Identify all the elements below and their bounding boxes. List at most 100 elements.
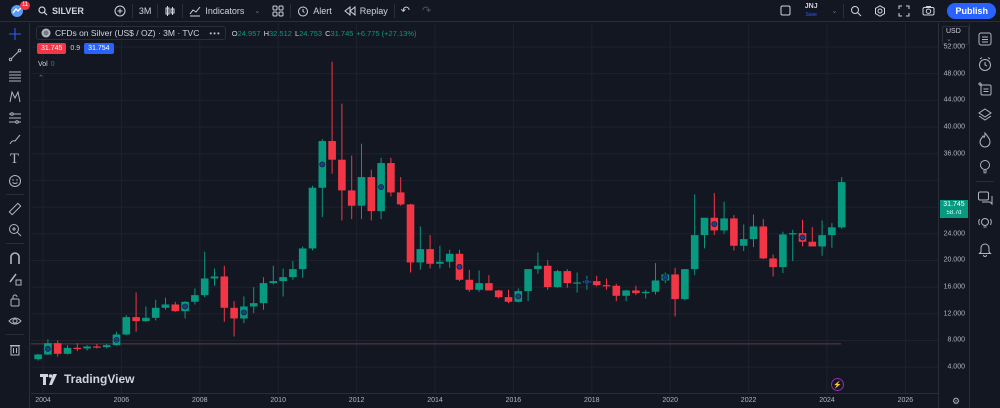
- candle: [534, 252, 542, 274]
- candle: [514, 288, 523, 303]
- symbol-flag-icon: [41, 28, 51, 38]
- object-tree-button[interactable]: [973, 77, 997, 101]
- measure-tool[interactable]: [4, 199, 26, 219]
- candle: [681, 269, 689, 301]
- ohlc-values: O24.957 H32.512 L24.753 C31.745 +6.775 (…: [232, 29, 417, 38]
- publish-button[interactable]: Publish: [947, 2, 996, 19]
- account-menu-button[interactable]: 11: [6, 0, 31, 22]
- trendline-icon: [8, 48, 21, 61]
- remove-drawings-tool[interactable]: [4, 339, 26, 359]
- chart-settings-button[interactable]: ⚙: [952, 396, 960, 407]
- layout-name-button[interactable]: JNJ Save: [797, 3, 826, 19]
- ruler-icon: [8, 202, 21, 215]
- indicators-icon: [189, 6, 201, 16]
- zoom-tool[interactable]: [4, 220, 26, 240]
- change-value: +6.775 (+27.13%): [356, 28, 417, 38]
- price-tick-label: 20.000: [943, 256, 965, 264]
- collapse-legend-button[interactable]: ⌃: [38, 74, 44, 82]
- candle: [44, 339, 52, 356]
- interval-button[interactable]: 3M: [133, 0, 158, 22]
- price-tick-label: 24.000: [943, 230, 965, 238]
- candle: [318, 139, 327, 218]
- currency-select[interactable]: USD ⌄: [942, 26, 969, 45]
- tradingview-logo[interactable]: TradingView: [40, 372, 134, 386]
- fullscreen-button[interactable]: [892, 0, 916, 22]
- candle: [132, 292, 140, 332]
- candle: [347, 155, 356, 220]
- chart-type-button[interactable]: [158, 0, 182, 22]
- layouts-button[interactable]: [266, 0, 290, 22]
- candle: [602, 278, 611, 290]
- chats-button[interactable]: [973, 186, 997, 210]
- pattern-icon: [9, 89, 20, 102]
- redo-button[interactable]: ↷: [416, 0, 437, 22]
- notifications-button[interactable]: [973, 237, 997, 261]
- buy-button[interactable]: 31.754: [84, 43, 114, 54]
- pattern-tool[interactable]: [4, 87, 26, 107]
- quick-search-button[interactable]: [844, 0, 868, 22]
- lock-drawings-tool[interactable]: [4, 290, 26, 310]
- watchlist-button[interactable]: [973, 27, 997, 51]
- lightbulb-icon: [980, 159, 990, 173]
- right-sidebar: [969, 23, 1000, 408]
- events-marker[interactable]: ⚡: [831, 378, 844, 391]
- layout-select-button[interactable]: [774, 0, 797, 22]
- candle: [445, 249, 454, 268]
- brush-icon: [9, 134, 20, 144]
- layers-button[interactable]: [973, 103, 997, 127]
- spread-value: 0.9: [70, 45, 81, 52]
- candle: [416, 226, 425, 270]
- hotlists-button[interactable]: [973, 128, 997, 152]
- trendline-tool[interactable]: [4, 45, 26, 65]
- candle: [553, 269, 562, 288]
- sell-button[interactable]: 31.745: [37, 43, 67, 54]
- prediction-tool[interactable]: [4, 108, 26, 128]
- ideas-button[interactable]: [973, 154, 997, 178]
- candle: [622, 289, 630, 302]
- interval-label: 3M: [138, 5, 152, 16]
- undo-button[interactable]: ↶: [395, 0, 416, 22]
- chart-canvas[interactable]: [31, 23, 938, 393]
- fib-tool[interactable]: [4, 66, 26, 86]
- symbol-legend[interactable]: CFDs on Silver (US$ / OZ) · 3M · TVC •••: [36, 26, 226, 40]
- candle: [406, 203, 415, 273]
- candle: [475, 270, 483, 292]
- replay-button[interactable]: Replay: [338, 0, 394, 22]
- time-axis[interactable]: 2004 2006 2008 2010 2012 2014 2016 2018 2020 2022…: [31, 393, 938, 408]
- snapshot-button[interactable]: [916, 0, 941, 22]
- magnet-tool[interactable]: [4, 248, 26, 268]
- candle: [289, 261, 297, 280]
- chevron-up-icon: ⌃: [38, 75, 44, 82]
- crosshair-icon: [8, 27, 21, 40]
- brush-tool[interactable]: [4, 129, 26, 149]
- pencil-lock-icon: [8, 273, 21, 285]
- price-tick-label: 52.000: [943, 43, 965, 51]
- low-label: L: [294, 28, 300, 38]
- crosshair-tool[interactable]: [4, 24, 26, 44]
- alerts-button[interactable]: [973, 52, 997, 76]
- layout-menu-button[interactable]: ⌄: [826, 0, 844, 22]
- signals-button[interactable]: [973, 211, 997, 235]
- candles-icon: [165, 5, 175, 16]
- price-axis[interactable]: USD ⌄ 52.00048.00044.00040.00036.00028.0…: [938, 23, 969, 408]
- compare-symbol-button[interactable]: [108, 0, 132, 22]
- candle: [759, 219, 768, 260]
- settings-button[interactable]: [868, 0, 892, 22]
- candle: [161, 297, 170, 310]
- stay-drawing-tool[interactable]: [4, 269, 26, 289]
- close-label: C: [325, 28, 331, 38]
- volume-label: Vol: [38, 61, 48, 68]
- more-options-icon[interactable]: •••: [209, 28, 221, 38]
- text-tool[interactable]: T: [4, 150, 26, 170]
- hide-drawings-tool[interactable]: [4, 311, 26, 331]
- open-label: O: [231, 28, 238, 38]
- emoji-tool[interactable]: [4, 171, 26, 191]
- symbol-search-button[interactable]: SILVER: [32, 0, 90, 22]
- text-icon: T: [10, 152, 19, 167]
- top-toolbar: 11 SILVER 3M Indicators ⌄ Alert Replay ↶…: [0, 0, 1000, 22]
- candle: [269, 265, 278, 285]
- alert-button[interactable]: Alert: [291, 0, 338, 22]
- indicators-button[interactable]: Indicators ⌄: [183, 0, 266, 22]
- candle: [377, 157, 385, 220]
- bid-ask-panel: 31.745 0.9 31.754: [37, 43, 114, 54]
